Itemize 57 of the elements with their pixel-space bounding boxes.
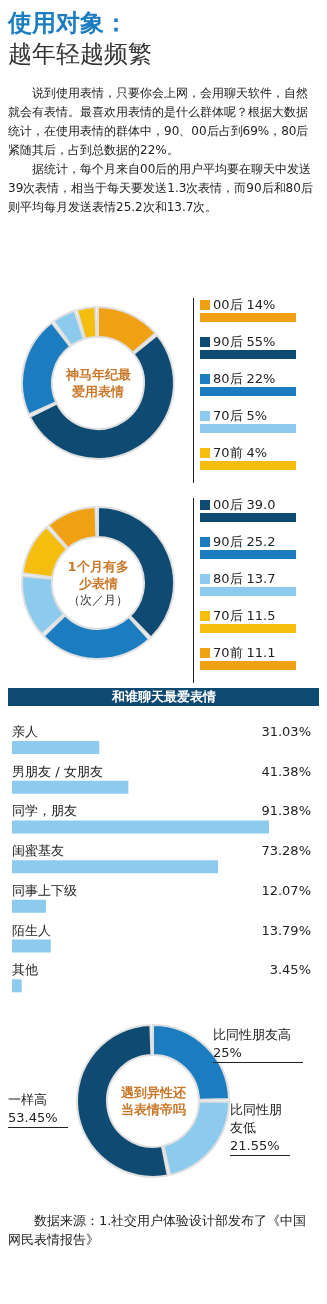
data-label: 13.79% bbox=[261, 922, 311, 938]
data-label: 53.45% bbox=[8, 1110, 58, 1125]
text: （次／月） bbox=[68, 592, 128, 608]
data-label: 91.38% bbox=[261, 803, 311, 819]
legend-label: 70前 bbox=[213, 445, 243, 460]
text: 遇到异性还当表情帝吗 bbox=[119, 1084, 187, 1118]
y-tick-label: 闺蜜基友 bbox=[12, 843, 64, 859]
legend-label: 80后 bbox=[213, 571, 243, 586]
legend-label: 00后 bbox=[213, 497, 243, 512]
data-label: 12.07% bbox=[261, 882, 311, 898]
data-label: 39.0 bbox=[246, 497, 276, 512]
legend-label: 70后 bbox=[213, 408, 243, 423]
data-label: 31.03% bbox=[261, 724, 311, 739]
legend-label: 90后 bbox=[213, 334, 243, 349]
text: 说到使用表情，只要你会上网，会用聊天软件，自然就会有表情。最喜欢用表情的是什么群体呢？根据大数据统计，在使用表情的群体中，90、00后占到69%，80后紧随其后，占到总数据的22%。 bbox=[8, 85, 310, 159]
data-label: 22% bbox=[246, 371, 276, 386]
data-label: 13.7 bbox=[246, 571, 276, 586]
y-tick-label: 陌生人 bbox=[12, 922, 51, 938]
data-label: 3.45% bbox=[269, 962, 311, 978]
bar bbox=[12, 780, 129, 794]
data-label: 25% bbox=[213, 1045, 242, 1060]
bar bbox=[12, 899, 46, 913]
data-label: 41.38% bbox=[261, 763, 311, 779]
data-label: 25.2 bbox=[246, 534, 276, 549]
data-label: 55% bbox=[246, 334, 276, 349]
y-tick-label: 男朋友 / 女朋友 bbox=[12, 763, 103, 779]
y-tick-label: 同事上下级 bbox=[12, 882, 77, 898]
bar bbox=[12, 979, 22, 993]
y-tick-label: 其他 bbox=[12, 962, 38, 978]
slice-label: 比同性朋友低 bbox=[230, 1102, 282, 1135]
text: 据统计，每个月来自00后的用户平均要在聊天中发送39次表情，相当于每天要发送1.3次表情，而90后和80后则平均每月发送表情25.2次和13.7次。 bbox=[8, 161, 314, 216]
bar bbox=[12, 860, 219, 874]
y-tick-label: 亲人 bbox=[12, 724, 38, 739]
text: 1个月有多少表情 bbox=[66, 558, 130, 592]
legend-label: 00后 bbox=[213, 297, 243, 312]
data-label: 11.5 bbox=[246, 608, 276, 623]
data-label: 5% bbox=[246, 408, 268, 423]
slice-label: 比同性朋友高 bbox=[213, 1027, 291, 1042]
y-tick-label: 同学，朋友 bbox=[12, 803, 77, 819]
text: 越年轻越频繁 bbox=[8, 39, 153, 70]
bar bbox=[12, 741, 100, 754]
legend-label: 70前 bbox=[213, 645, 243, 660]
data-label: 14% bbox=[246, 297, 276, 312]
text: 神马年纪最爱用表情 bbox=[64, 366, 132, 400]
text: 使用对象： bbox=[8, 8, 129, 38]
bar bbox=[12, 820, 269, 834]
data-label: 21.55% bbox=[230, 1138, 280, 1153]
data-label: 11.1 bbox=[246, 645, 276, 660]
slice-label: 一样高 bbox=[8, 1092, 47, 1107]
chart-title: 和谁聊天最爱表情 bbox=[8, 688, 319, 706]
legend-label: 80后 bbox=[213, 371, 243, 386]
bar bbox=[12, 939, 51, 953]
data-label: 4% bbox=[246, 445, 268, 460]
data-label: 73.28% bbox=[261, 843, 311, 859]
legend-label: 70后 bbox=[213, 608, 243, 623]
legend-label: 90后 bbox=[213, 534, 243, 549]
source-note: 数据来源：1.社交用户体验设计部发布了《中国网民表情报告》 bbox=[8, 1212, 308, 1249]
